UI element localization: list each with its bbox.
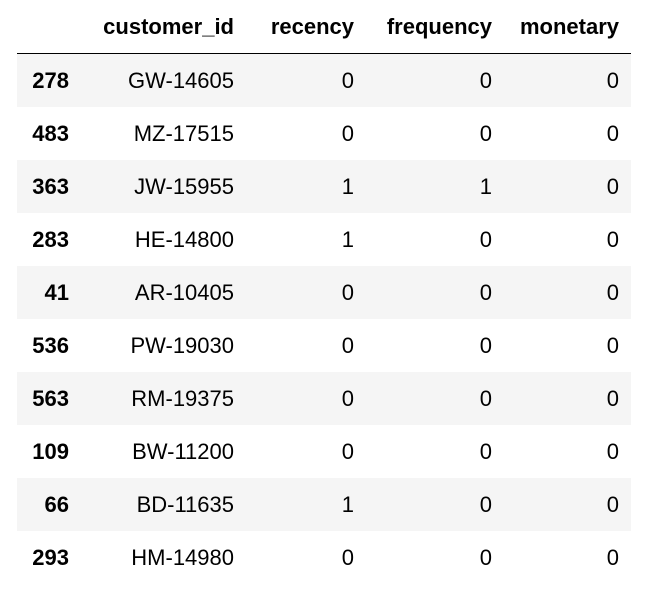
dataframe-table: customer_id recency frequency monetary 2… — [17, 0, 631, 584]
dataframe-output: customer_id recency frequency monetary 2… — [17, 0, 631, 584]
table-row: 66 BD-11635 1 0 0 — [17, 478, 631, 531]
column-header-recency: recency — [246, 0, 366, 54]
table-row: 41 AR-10405 0 0 0 — [17, 266, 631, 319]
cell-recency: 1 — [341, 226, 354, 252]
cell-recency: 0 — [341, 332, 354, 358]
index-header — [17, 0, 81, 54]
cell-customer-id: RM-19375 — [131, 385, 234, 411]
cell-frequency: 0 — [479, 279, 492, 305]
cell-recency: 1 — [341, 491, 354, 517]
table-row: 363 JW-15955 1 1 0 — [17, 160, 631, 213]
cell-customer-id: MZ-17515 — [133, 120, 234, 146]
cell-customer-id: PW-19030 — [130, 332, 234, 358]
row-index: 363 — [32, 173, 69, 199]
cell-monetary: 0 — [606, 226, 619, 252]
row-index: 483 — [32, 120, 69, 146]
cell-frequency: 0 — [479, 67, 492, 93]
row-index: 41 — [44, 279, 69, 305]
cell-monetary: 0 — [606, 173, 619, 199]
cell-frequency: 1 — [479, 173, 492, 199]
cell-frequency: 0 — [479, 120, 492, 146]
cell-recency: 0 — [341, 67, 354, 93]
cell-monetary: 0 — [606, 120, 619, 146]
table-body: 278 GW-14605 0 0 0 483 MZ-17515 0 0 0 36… — [17, 53, 631, 584]
column-header-monetary: monetary — [504, 0, 631, 54]
table-row: 278 GW-14605 0 0 0 — [17, 53, 631, 107]
row-index: 293 — [32, 544, 69, 570]
column-header-frequency: frequency — [366, 0, 504, 54]
cell-frequency: 0 — [479, 226, 492, 252]
cell-frequency: 0 — [479, 491, 492, 517]
cell-recency: 0 — [341, 544, 354, 570]
row-index: 66 — [44, 491, 69, 517]
table-row: 536 PW-19030 0 0 0 — [17, 319, 631, 372]
row-index: 536 — [32, 332, 69, 358]
cell-customer-id: HE-14800 — [134, 226, 234, 252]
column-header-customer-id: customer_id — [81, 0, 246, 54]
table-row: 483 MZ-17515 0 0 0 — [17, 107, 631, 160]
table-row: 563 RM-19375 0 0 0 — [17, 372, 631, 425]
table-header: customer_id recency frequency monetary — [17, 0, 631, 54]
row-index: 109 — [32, 438, 69, 464]
header-row: customer_id recency frequency monetary — [17, 0, 631, 54]
cell-monetary: 0 — [606, 438, 619, 464]
cell-frequency: 0 — [479, 385, 492, 411]
cell-frequency: 0 — [479, 332, 492, 358]
cell-customer-id: AR-10405 — [134, 279, 234, 305]
cell-frequency: 0 — [479, 544, 492, 570]
cell-customer-id: BD-11635 — [136, 491, 234, 517]
table-row: 283 HE-14800 1 0 0 — [17, 213, 631, 266]
cell-customer-id: JW-15955 — [134, 173, 234, 199]
cell-customer-id: HM-14980 — [131, 544, 234, 570]
cell-recency: 0 — [341, 385, 354, 411]
cell-monetary: 0 — [606, 279, 619, 305]
cell-monetary: 0 — [606, 385, 619, 411]
cell-recency: 1 — [341, 173, 354, 199]
cell-customer-id: BW-11200 — [132, 438, 234, 464]
table-row: 293 HM-14980 0 0 0 — [17, 531, 631, 584]
table-row: 109 BW-11200 0 0 0 — [17, 425, 631, 478]
cell-monetary: 0 — [606, 67, 619, 93]
row-index: 563 — [32, 385, 69, 411]
cell-recency: 0 — [341, 120, 354, 146]
cell-customer-id: GW-14605 — [128, 67, 234, 93]
cell-monetary: 0 — [606, 544, 619, 570]
cell-monetary: 0 — [606, 332, 619, 358]
row-index: 283 — [32, 226, 69, 252]
cell-recency: 0 — [341, 438, 354, 464]
row-index: 278 — [32, 67, 69, 93]
cell-frequency: 0 — [479, 438, 492, 464]
cell-monetary: 0 — [606, 491, 619, 517]
cell-recency: 0 — [341, 279, 354, 305]
